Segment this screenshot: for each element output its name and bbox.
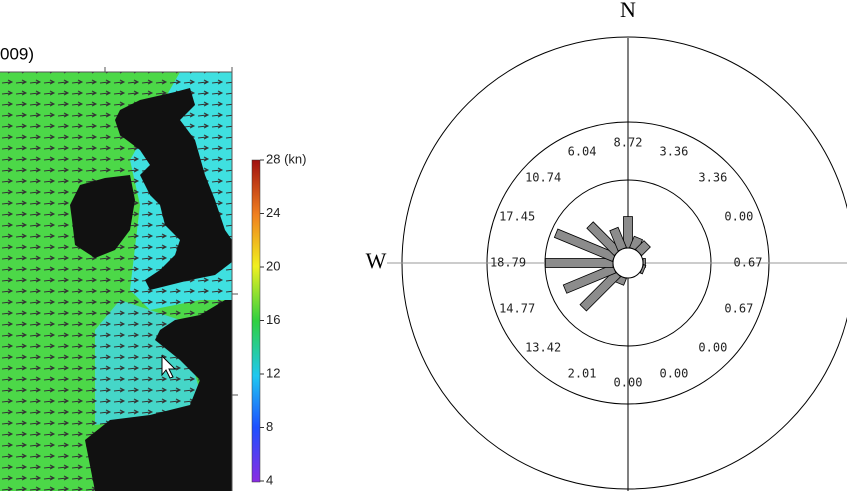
rose-value-label: 0.00 bbox=[698, 340, 727, 354]
rose-value-label: 10.74 bbox=[525, 171, 561, 185]
rose-value-label: 6.04 bbox=[568, 145, 597, 159]
rose-value-label: 0.00 bbox=[724, 210, 753, 224]
rose-value-label: 18.79 bbox=[490, 256, 526, 270]
colorbar bbox=[251, 159, 261, 483]
colorbar-tick-label: 4 bbox=[266, 472, 273, 487]
colorbar-tick-label: 28 (kn) bbox=[266, 151, 306, 166]
colorbar-tick-label: 16 bbox=[266, 312, 280, 327]
colorbar-tick-label: 8 bbox=[266, 419, 273, 434]
rose-value-label: 0.67 bbox=[734, 256, 763, 270]
rose-value-label: 8.72 bbox=[614, 136, 643, 150]
rose-bar bbox=[544, 258, 614, 268]
map-title: 009) bbox=[0, 44, 34, 63]
colorbar-tick-label: 12 bbox=[266, 365, 280, 380]
rose-value-label: 3.36 bbox=[698, 171, 727, 185]
compass-label: N bbox=[620, 0, 636, 22]
wind-map bbox=[0, 67, 238, 491]
rose-center bbox=[612, 247, 644, 279]
rose-value-label: 13.42 bbox=[525, 340, 561, 354]
colorbar-tick-label: 20 bbox=[266, 258, 280, 273]
rose-value-label: 14.77 bbox=[499, 301, 535, 315]
rose-value-label: 17.45 bbox=[499, 210, 535, 224]
compass-label: W bbox=[366, 248, 387, 273]
colorbar-tick-label: 24 bbox=[266, 205, 280, 220]
rose-value-label: 0.00 bbox=[659, 366, 688, 380]
rose-value-label: 3.36 bbox=[659, 145, 688, 159]
rose-value-label: 0.00 bbox=[614, 376, 643, 390]
cursor bbox=[161, 354, 177, 379]
rose-value-label: 2.01 bbox=[568, 366, 597, 380]
rose-value-label: 0.67 bbox=[724, 301, 753, 315]
